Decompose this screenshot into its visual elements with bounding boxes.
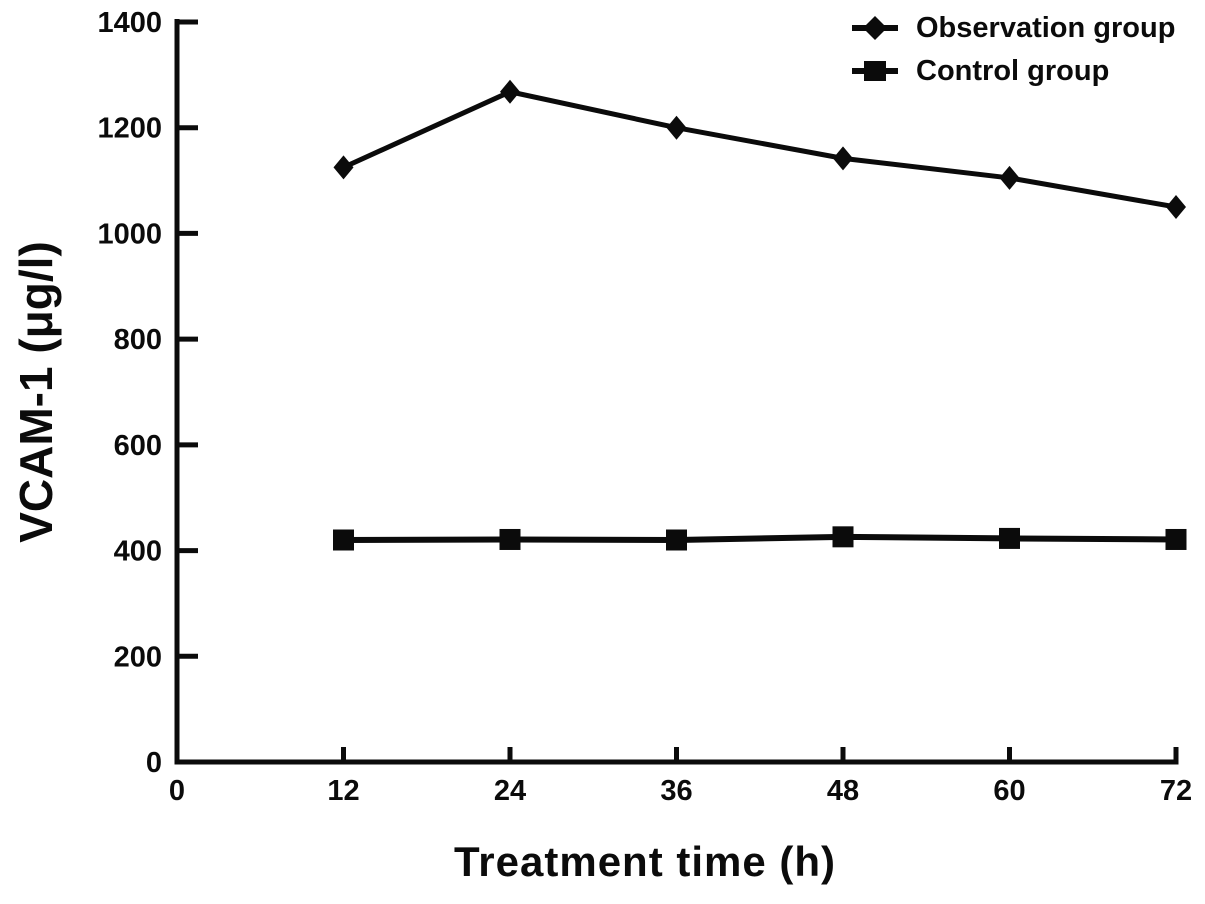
legend: Observation group Control group: [852, 12, 1175, 87]
y-axis-tick-label: 0: [146, 747, 162, 779]
series-observation-group: [333, 79, 1186, 219]
x-axis-tick-label: 0: [169, 775, 185, 807]
x-axis-tick-label: 36: [660, 775, 692, 807]
x-axis-title: Treatment time (h): [453, 838, 837, 885]
x-axis-tick-label: 24: [494, 775, 526, 807]
y-axis-tick-label: 1400: [97, 7, 162, 39]
data-point-diamond: [1166, 195, 1186, 219]
data-point-diamond: [833, 146, 853, 171]
axes: 0 200 400 600 800 1000 1200 1400 0 12 24 36 48 60 72: [97, 7, 1192, 807]
series-control-group: [333, 526, 1187, 551]
y-axis-tick-label: 600: [114, 430, 162, 462]
data-point-square: [1165, 528, 1187, 550]
legend-item-observation-group: Observation group: [852, 12, 1175, 44]
y-axis-tick-label: 800: [114, 324, 162, 356]
x-axis-tick-label: 48: [827, 775, 859, 807]
data-point-square: [499, 528, 521, 550]
data-point-square: [832, 526, 854, 548]
data-point-diamond: [999, 165, 1020, 190]
y-axis-title: VCAM-1 (μg/l): [10, 241, 62, 543]
x-axis-tick-label: 60: [993, 775, 1025, 807]
x-axis-tick-label: 72: [1160, 775, 1192, 807]
legend-label: Control group: [916, 55, 1110, 87]
data-point-diamond: [500, 79, 520, 104]
square-marker-icon: [852, 61, 898, 81]
legend-label: Observation group: [916, 12, 1176, 44]
y-axis-tick-label: 1200: [97, 113, 162, 145]
data-point-diamond: [333, 155, 354, 180]
data-point-square: [333, 529, 354, 551]
legend-item-control-group: Control group: [852, 55, 1175, 87]
y-axis-tick-label: 1000: [97, 218, 162, 250]
series-line: [343, 533, 1177, 544]
data-point-diamond: [666, 115, 687, 140]
series-line: [342, 89, 1177, 210]
y-axis-tick-label: 400: [114, 536, 162, 568]
x-axis-tick-label: 12: [327, 775, 359, 807]
y-axis-tick-label: 200: [114, 641, 162, 673]
data-point-square: [666, 529, 687, 551]
data-point-square: [999, 527, 1020, 549]
diamond-marker-icon: [852, 16, 898, 40]
